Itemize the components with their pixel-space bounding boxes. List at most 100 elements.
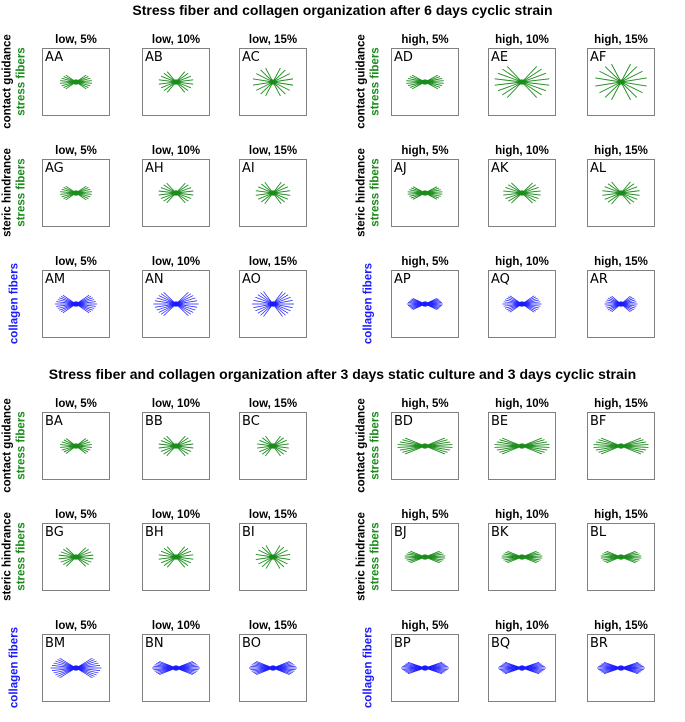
fiber-line <box>496 441 523 447</box>
fiber-line <box>154 303 177 308</box>
condition-label: high, 10% <box>495 145 549 157</box>
fiber-line <box>75 667 99 674</box>
fiber-line <box>521 445 550 448</box>
panel-code: AE <box>491 50 509 65</box>
fiber-line <box>53 662 77 669</box>
panel-code: BA <box>45 414 63 429</box>
condition-label: high, 15% <box>594 34 648 46</box>
fiber-line <box>399 441 426 447</box>
condition-label: high, 15% <box>594 145 648 157</box>
condition-label: low, 10% <box>151 620 201 632</box>
panel-bn: BN <box>142 634 210 702</box>
fiber-orientation-plot <box>50 657 102 679</box>
fiber-line <box>51 665 77 669</box>
fiber-line <box>620 444 649 447</box>
fiber-line <box>521 68 542 83</box>
row-label-secondary: stress fibers <box>369 411 382 480</box>
fiber-line <box>595 77 622 83</box>
fiber-orientation-plot <box>494 66 550 98</box>
fiber-center <box>617 443 625 449</box>
fiber-line <box>620 70 643 83</box>
fiber-line <box>502 68 523 83</box>
row-label-primary: steric hindrance <box>355 148 368 237</box>
row-label-primary: contact guidance <box>355 398 368 493</box>
fiber-center <box>617 79 625 85</box>
fiber-center <box>72 443 80 449</box>
condition-label: low, 15% <box>248 620 298 632</box>
panel-code: BN <box>145 636 164 651</box>
condition-label: low, 10% <box>151 34 201 46</box>
panel-code: BE <box>491 414 509 429</box>
panel-bf: BF <box>587 412 655 480</box>
fiber-orientation-plot <box>498 661 546 675</box>
panel-ad: AD <box>391 48 459 116</box>
fiber-line <box>521 78 550 83</box>
row-label-secondary: stress fibers <box>15 411 28 480</box>
condition-label: high, 15% <box>594 256 648 268</box>
panel-ac: AC <box>239 48 307 116</box>
fiber-line <box>494 81 523 86</box>
panel-code: AB <box>145 50 163 65</box>
row-label-primary: steric hindrance <box>1 512 14 601</box>
fiber-center <box>269 190 277 196</box>
fiber-line <box>502 81 523 96</box>
panel-bj: BJ <box>391 523 459 591</box>
panel-code: AD <box>394 50 413 65</box>
fiber-line <box>55 667 77 676</box>
fiber-line <box>59 667 77 679</box>
condition-label: low, 5% <box>55 34 97 46</box>
fiber-line <box>620 81 643 94</box>
fiber-line <box>399 445 426 451</box>
condition-label: high, 5% <box>401 34 449 46</box>
fiber-orientation-plot <box>158 71 194 93</box>
row-label-primary: steric hindrance <box>1 148 14 237</box>
panel-code: AI <box>242 161 255 176</box>
fiber-orientation-plot <box>249 661 297 675</box>
fiber-center <box>617 301 625 307</box>
row-label-secondary: stress fibers <box>15 158 28 227</box>
fiber-orientation-plot <box>252 291 294 317</box>
fiber-orientation-plot <box>593 437 649 455</box>
row-label-primary: steric hindrance <box>355 512 368 601</box>
fiber-orientation-plot <box>397 437 453 455</box>
fiber-orientation-plot <box>257 435 289 457</box>
panel-aq: AQ <box>488 270 556 338</box>
panel-code: AN <box>145 272 164 287</box>
fiber-line <box>506 66 523 83</box>
fiber-line <box>599 81 622 94</box>
fiber-line <box>620 66 638 83</box>
condition-label: high, 5% <box>401 145 449 157</box>
fiber-line <box>497 81 523 92</box>
panel-code: AO <box>242 272 261 287</box>
panel-code: BR <box>590 636 608 651</box>
fiber-center <box>421 190 429 196</box>
fiber-orientation-plot <box>153 292 199 316</box>
panel-code: AH <box>145 161 164 176</box>
fiber-orientation-plot <box>604 295 638 313</box>
row-label-secondary: collagen fibers <box>8 626 21 709</box>
fiber-orientation-plot <box>407 186 443 200</box>
fiber-center <box>172 554 180 560</box>
fiber-line <box>494 445 523 448</box>
panel-code: BQ <box>491 636 511 651</box>
panel-bm: BM <box>42 634 110 702</box>
fiber-center <box>172 190 180 196</box>
fiber-line <box>57 659 77 669</box>
panel-code: AJ <box>394 161 407 176</box>
condition-label: low, 15% <box>248 145 298 157</box>
fiber-line <box>494 444 523 447</box>
panel-code: AG <box>45 161 64 176</box>
fiber-center <box>421 554 429 560</box>
condition-label: low, 10% <box>151 256 201 268</box>
fiber-line <box>424 444 453 447</box>
fiber-line <box>611 63 622 83</box>
fiber-center <box>269 301 277 307</box>
fiber-line <box>53 667 77 674</box>
fiber-center <box>172 79 180 85</box>
condition-label: high, 15% <box>594 620 648 632</box>
fiber-line <box>51 667 77 671</box>
fiber-orientation-plot <box>600 550 642 564</box>
panel-bl: BL <box>587 523 655 591</box>
fiber-line <box>593 444 622 447</box>
fiber-line <box>620 445 642 455</box>
